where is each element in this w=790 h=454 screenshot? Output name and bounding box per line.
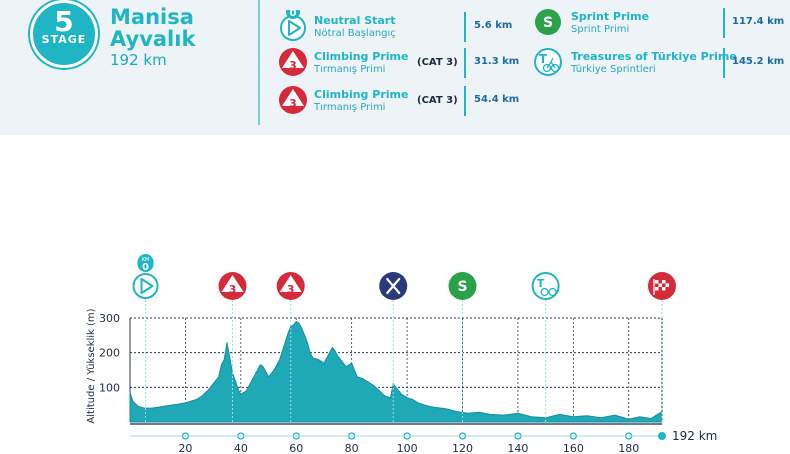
x-tick-label: 80: [345, 442, 359, 454]
point-subtitle: Nötral Başlangıç: [314, 28, 396, 39]
point-subtitle: Tırmanış Primi: [314, 102, 386, 113]
x-tick-label: 120: [452, 442, 473, 454]
treasure-label: T: [537, 277, 545, 290]
x-tick-label: 140: [507, 442, 528, 454]
route-markers: KM0 3 3 S T: [132, 254, 676, 300]
y-tick-label: 300: [99, 312, 120, 325]
mountain-cat3-icon: 3: [218, 272, 247, 300]
point-km: 145.2 km: [732, 56, 785, 67]
point-km: 31.3 km: [474, 56, 520, 67]
elevation-profile-chart: Altitude / Yükseklik (m) 100 200 300 20 40 6…: [86, 254, 717, 454]
flag-cell: [665, 283, 669, 287]
x-tick-label: 40: [234, 442, 248, 454]
stage-badge: 5 STAGE: [30, 0, 98, 68]
sprint-s-icon: S: [535, 9, 561, 35]
finish-flag-icon: [648, 272, 676, 300]
km-divider: [464, 86, 466, 116]
flag-cell: [662, 287, 666, 291]
km-tag-value: 0: [142, 262, 149, 273]
profile-area: [129, 320, 663, 423]
point-category: (CAT 3): [417, 57, 458, 68]
treasure-cyclist-icon: T: [531, 272, 560, 300]
mountain-cat3-icon: 3: [279, 86, 307, 114]
wheel: [548, 287, 557, 297]
feed-zone-icon: [379, 272, 408, 300]
point-climb-2: 3 Climbing Prime Tırmanış Primi (CAT 3) …: [278, 84, 538, 116]
km-divider: [723, 8, 725, 38]
x-tick-label: 160: [563, 442, 584, 454]
point-km: 5.6 km: [474, 20, 513, 31]
x-tick-label: 180: [618, 442, 639, 454]
play-triangle: [140, 278, 154, 294]
point-title: Climbing Prime: [314, 88, 409, 101]
header-divider: [258, 0, 260, 125]
flag-cell: [655, 287, 659, 291]
km-divider: [723, 48, 725, 78]
icon-sprint-label: S: [543, 15, 553, 31]
sprint-label: S: [457, 279, 467, 295]
point-sprint: S Sprint Prime Sprint Primi 117.4 km: [533, 6, 788, 38]
stage-start: Manisa: [110, 5, 194, 29]
climb-cat-label: 3: [229, 283, 237, 296]
wheel: [540, 287, 549, 297]
km-divider: [464, 48, 466, 78]
feed-cross: [386, 277, 401, 295]
point-treasures: T Treasures of Türkiye Prime Türkiye Spr…: [533, 46, 788, 78]
y-tick-label: 200: [99, 347, 120, 360]
treasure-circle: [531, 272, 560, 300]
flag-cell: [658, 283, 662, 287]
mountain-cat3-icon: 3: [276, 272, 305, 300]
point-subtitle: Tırmanış Primi: [314, 64, 386, 75]
x-axis: 20 40 60 80 100 120 140 160 180 192 km: [130, 423, 717, 454]
mountain-cat3-icon: 3: [279, 48, 307, 76]
play-icon: 0: [280, 10, 306, 41]
stage-label: STAGE: [41, 33, 87, 46]
y-tick-labels: 100 200 300: [99, 312, 120, 394]
point-title: Sprint Prime: [571, 10, 650, 23]
mountain-shape: [221, 275, 244, 292]
play-circle: [132, 273, 159, 299]
sprint-circle: [448, 272, 477, 300]
flag-cell: [662, 280, 666, 284]
point-title: Treasures of Türkiye Prime: [571, 50, 737, 63]
km-divider: [464, 12, 466, 42]
end-dot: [658, 432, 666, 440]
km-tag: [137, 254, 154, 272]
stage-header: 5 STAGE Manisa Ayvalık 192 km 0 Neutral …: [0, 0, 790, 135]
icon-km-label: 0: [290, 10, 297, 19]
point-km: 54.4 km: [474, 94, 520, 105]
mountain-shape: [279, 275, 302, 292]
climb-cat-label: 3: [287, 283, 295, 296]
x-tick-label: 60: [289, 442, 303, 454]
x-tick-label: 20: [178, 442, 192, 454]
point-title: Neutral Start: [314, 14, 396, 27]
x-tick-label: 100: [397, 442, 418, 454]
marker-guides: [145, 300, 663, 422]
icon-treasure-label: T: [539, 52, 548, 66]
icon-cat-label: 3: [289, 59, 297, 72]
end-distance-label: 192 km: [672, 429, 717, 443]
stage-finish: Ayvalık: [110, 27, 196, 51]
y-axis-label: Altitude / Yükseklik (m): [86, 308, 97, 423]
point-subtitle: Sprint Primi: [571, 24, 630, 35]
point-category: (CAT 3): [417, 95, 458, 106]
stage-distance: 192 km: [110, 51, 167, 69]
sprint-s-icon: S: [448, 272, 477, 300]
flag-cell: [655, 280, 659, 284]
km-tag-label: KM: [142, 257, 150, 263]
stage-number: 5: [54, 5, 74, 38]
point-title: Climbing Prime: [314, 50, 409, 63]
point-km: 117.4 km: [732, 16, 785, 27]
point-subtitle: Türkiye Sprintleri: [571, 64, 656, 75]
point-climb-1: 3 Climbing Prime Tırmanış Primi (CAT 3) …: [278, 46, 538, 78]
stage-route: Manisa Ayvalık: [110, 6, 195, 50]
y-tick-label: 100: [99, 381, 120, 394]
treasure-cyclist-icon: T: [534, 48, 562, 76]
point-neutral-start: 0 Neutral Start Nötral Başlangıç 5.6 km: [278, 10, 538, 42]
play-icon: KM0: [132, 254, 159, 299]
icon-cat-label: 3: [289, 97, 297, 110]
